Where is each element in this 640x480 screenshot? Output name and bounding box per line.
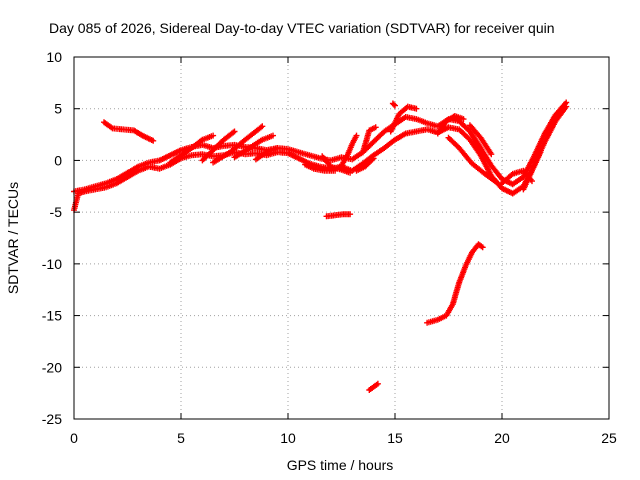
x-tick-label: 20 (494, 430, 510, 446)
y-tick-label: 0 (54, 152, 62, 168)
x-tick-label: 15 (387, 430, 403, 446)
data-markers (359, 124, 379, 156)
ticks (73, 56, 610, 420)
data-markers (302, 161, 339, 174)
y-axis-label: SDTVAR / TECUs (5, 182, 21, 294)
series-diag-5 (252, 145, 281, 163)
data-markers (101, 119, 157, 144)
series-arc-late-3 (445, 134, 501, 187)
series-isolated-small (389, 100, 398, 109)
data-markers (389, 100, 398, 109)
chart-title: Day 085 of 2026, Sidereal Day-to-day VTE… (49, 20, 555, 36)
x-tick-label: 25 (601, 430, 617, 446)
y-tick-label: -5 (50, 204, 63, 220)
y-tick-label: -20 (42, 359, 62, 375)
data-markers (338, 132, 360, 169)
tick-labels: 0 5 10 15 20 25 10 5 0 -5 -10 -15 -20 -25 (42, 49, 617, 446)
series-low-flat (323, 211, 354, 220)
series-arc-late-4 (466, 122, 495, 158)
y-tick-label: 5 (54, 101, 62, 117)
data-markers (445, 134, 501, 187)
data-markers (387, 103, 420, 135)
plot-border (73, 56, 610, 420)
series-arc-mid-4 (353, 155, 377, 174)
data-markers (466, 122, 495, 158)
data-markers (252, 145, 281, 163)
y-tick-label: -25 (42, 411, 62, 427)
data-markers (210, 123, 266, 166)
series-diag-2 (199, 128, 238, 164)
data-markers (353, 155, 377, 174)
series-arc-mid-2 (319, 153, 354, 176)
data-layer (71, 99, 570, 393)
y-tick-label: 10 (46, 49, 62, 65)
series-arc-late-6 (520, 149, 544, 193)
series-diag-4 (231, 132, 276, 161)
y-tick-label: -10 (42, 256, 62, 272)
series-arc-mid-1 (302, 161, 339, 174)
data-markers (167, 132, 217, 166)
x-tick-label: 0 (70, 430, 78, 446)
y-tick-label: -15 (42, 308, 62, 324)
series-arc-early (101, 119, 157, 144)
data-markers (366, 380, 381, 393)
series-low-rising (424, 241, 486, 326)
series-arc-mid-3 (338, 132, 360, 169)
data-markers (199, 128, 238, 164)
x-axis-label: GPS time / hours (287, 457, 394, 473)
data-markers (424, 241, 486, 326)
data-markers (231, 132, 276, 161)
series-isolated-short (359, 124, 379, 156)
series-diag-3 (210, 123, 266, 166)
x-tick-label: 5 (177, 430, 185, 446)
x-tick-label: 10 (280, 430, 296, 446)
series-low-short (366, 380, 381, 393)
data-markers (323, 211, 354, 220)
series-arc-late-1 (387, 103, 420, 135)
data-markers (319, 153, 354, 176)
series-arc-late-2 (434, 113, 467, 137)
series-diag-1 (167, 132, 217, 166)
data-markers (434, 113, 467, 137)
data-markers (520, 149, 544, 193)
